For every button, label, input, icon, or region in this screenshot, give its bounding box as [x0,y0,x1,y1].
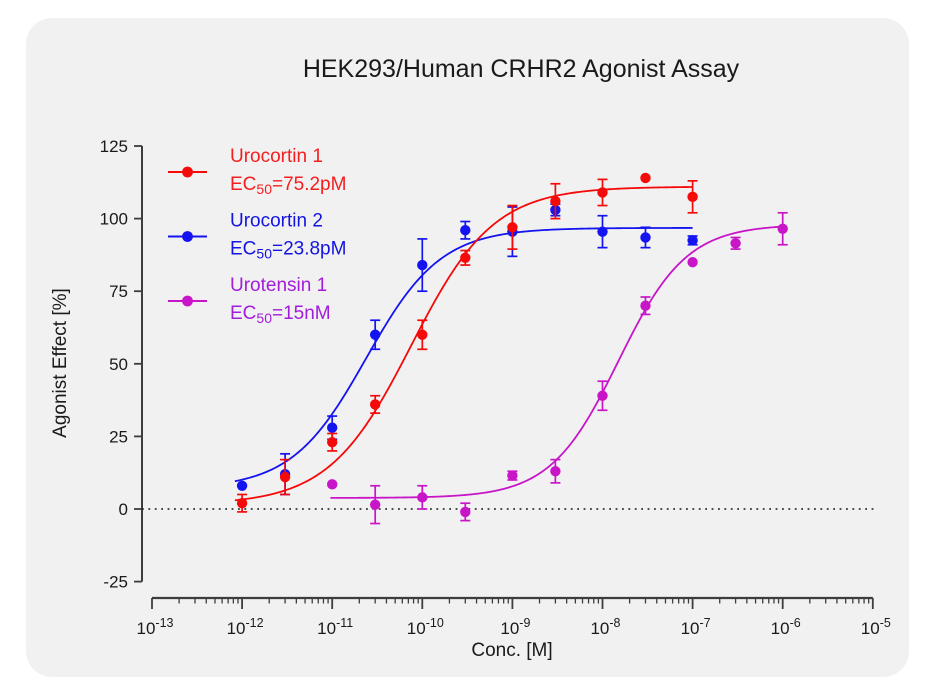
y-axis: -25 0 25 50 75 100 125 [100,137,143,592]
legend-marker-dot [182,166,193,178]
data-point [369,329,381,340]
data-point [597,390,608,401]
y-axis-label: Agonist Effect [%] [50,288,71,438]
data-point [640,232,651,243]
data-point [687,256,698,268]
x-tick-label: 10-11 [317,616,353,638]
y-tick-label: 50 [109,355,128,374]
data-point [550,195,561,207]
legend-ec50-value: EC50=75.2pM [230,174,346,197]
x-axis-label: Conc. [M] [471,640,552,661]
x-tick-label: 10-7 [681,616,711,638]
legend: Urocortin 1 EC50=75.2pM Urocortin 2 EC50=23… [168,146,346,326]
data-point [369,499,381,510]
data-point [507,470,518,481]
data-point [417,259,428,271]
data-point [507,222,518,233]
y-tick-label: 125 [100,137,128,156]
data-point [687,191,698,203]
data-point [327,479,338,490]
chart-title: HEK293/Human CRHR2 Agonist Assay [303,55,740,83]
legend-series-name: Urotensin 1 [230,275,327,296]
legend-ec50-value: EC50=15nM [230,303,331,326]
x-axis: 10-13 10-12 10-11 10-10 10-9 10-8 10-7 10-6 10-5 [137,596,891,638]
data-point [597,187,608,198]
x-tick-label: 10-13 [137,616,174,638]
data-point [460,506,471,518]
legend-series-name: Urocortin 1 [230,146,323,167]
series-urotensin-1-curve [330,225,783,499]
data-point [777,223,788,234]
y-tick-label: 75 [109,282,128,301]
y-tick-label: 100 [100,210,128,229]
legend-item-urotensin-1: Urotensin 1 EC50=15nM [168,275,331,326]
legend-item-urocortin-1: Urocortin 1 EC50=75.2pM [168,146,346,197]
legend-marker-dot [182,295,193,307]
y-tick-label: 25 [109,427,128,446]
y-tick-label: 0 [119,500,128,519]
legend-ec50-value: EC50=23.8pM [230,239,346,262]
x-tick-label: 10-10 [407,616,444,638]
legend-item-urocortin-2: Urocortin 2 EC50=23.8pM [168,211,346,262]
data-point [597,226,608,237]
data-point [417,329,428,340]
data-point [687,235,698,246]
legend-series-name: Urocortin 2 [230,211,323,232]
x-tick-label: 10-8 [590,616,620,638]
data-point [550,466,561,477]
data-point [640,172,651,184]
data-point [417,492,428,503]
x-tick-label: 10-5 [861,616,891,638]
series-urocortin-2-curve [234,227,693,483]
x-tick-label: 10-9 [500,616,530,638]
data-point [236,497,248,509]
data-point [640,300,651,311]
legend-marker-dot [182,231,193,242]
x-tick-label: 10-12 [227,616,264,638]
data-point [236,480,248,491]
data-point [327,422,338,433]
data-point [460,252,471,264]
chart-card [26,18,909,677]
series-urotensin-1-points [327,211,788,525]
data-point [327,437,338,448]
series-urocortin-1-points [236,172,698,513]
y-tick-label: -25 [103,573,128,592]
data-point [730,238,741,249]
x-tick-label: 10-6 [771,616,801,638]
data-point [369,399,381,410]
data-point [460,225,471,236]
data-point [279,471,291,483]
